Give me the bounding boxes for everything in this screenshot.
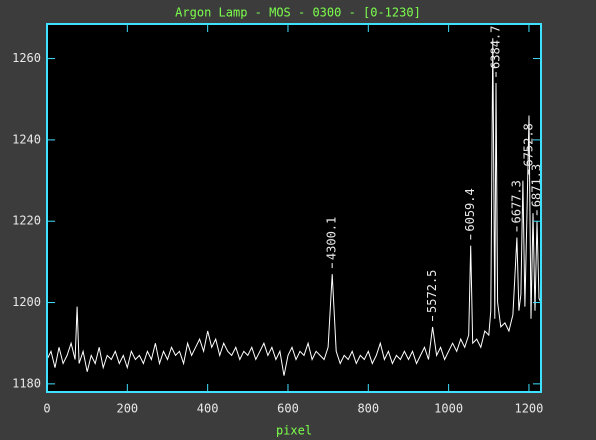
y-tick-label: 1200: [12, 295, 41, 309]
x-tick-label: 1000: [434, 402, 463, 416]
x-tick-label: 400: [197, 402, 219, 416]
spectrum-line: [46, 38, 542, 376]
annotation-label: 6677.3: [509, 180, 523, 223]
x-tick-label: 1200: [514, 402, 543, 416]
x-tick-label: 600: [277, 402, 299, 416]
annotation-label: 4300.1: [325, 217, 339, 260]
y-tick-label: 1180: [12, 376, 41, 390]
y-tick-label: 1260: [12, 51, 41, 65]
y-tick-label: 1220: [12, 214, 41, 228]
annotation-label: 6384.7: [489, 26, 503, 69]
plot-frame: [46, 23, 542, 393]
plot-area: [47, 24, 541, 392]
x-tick-label: 800: [357, 402, 379, 416]
annotation-label: 6871.3: [529, 164, 543, 207]
chart-title: Argon Lamp - MOS - 0300 - [0-1230]: [175, 6, 421, 20]
annotation-label: 6752.8: [521, 123, 535, 166]
x-tick-label: 200: [116, 402, 138, 416]
annotation-label: 6059.4: [463, 188, 477, 231]
x-tick-label: 0: [43, 402, 50, 416]
x-axis-label: pixel: [276, 424, 312, 438]
y-tick-label: 1240: [12, 132, 41, 146]
annotation-label: 5572.5: [425, 270, 439, 313]
